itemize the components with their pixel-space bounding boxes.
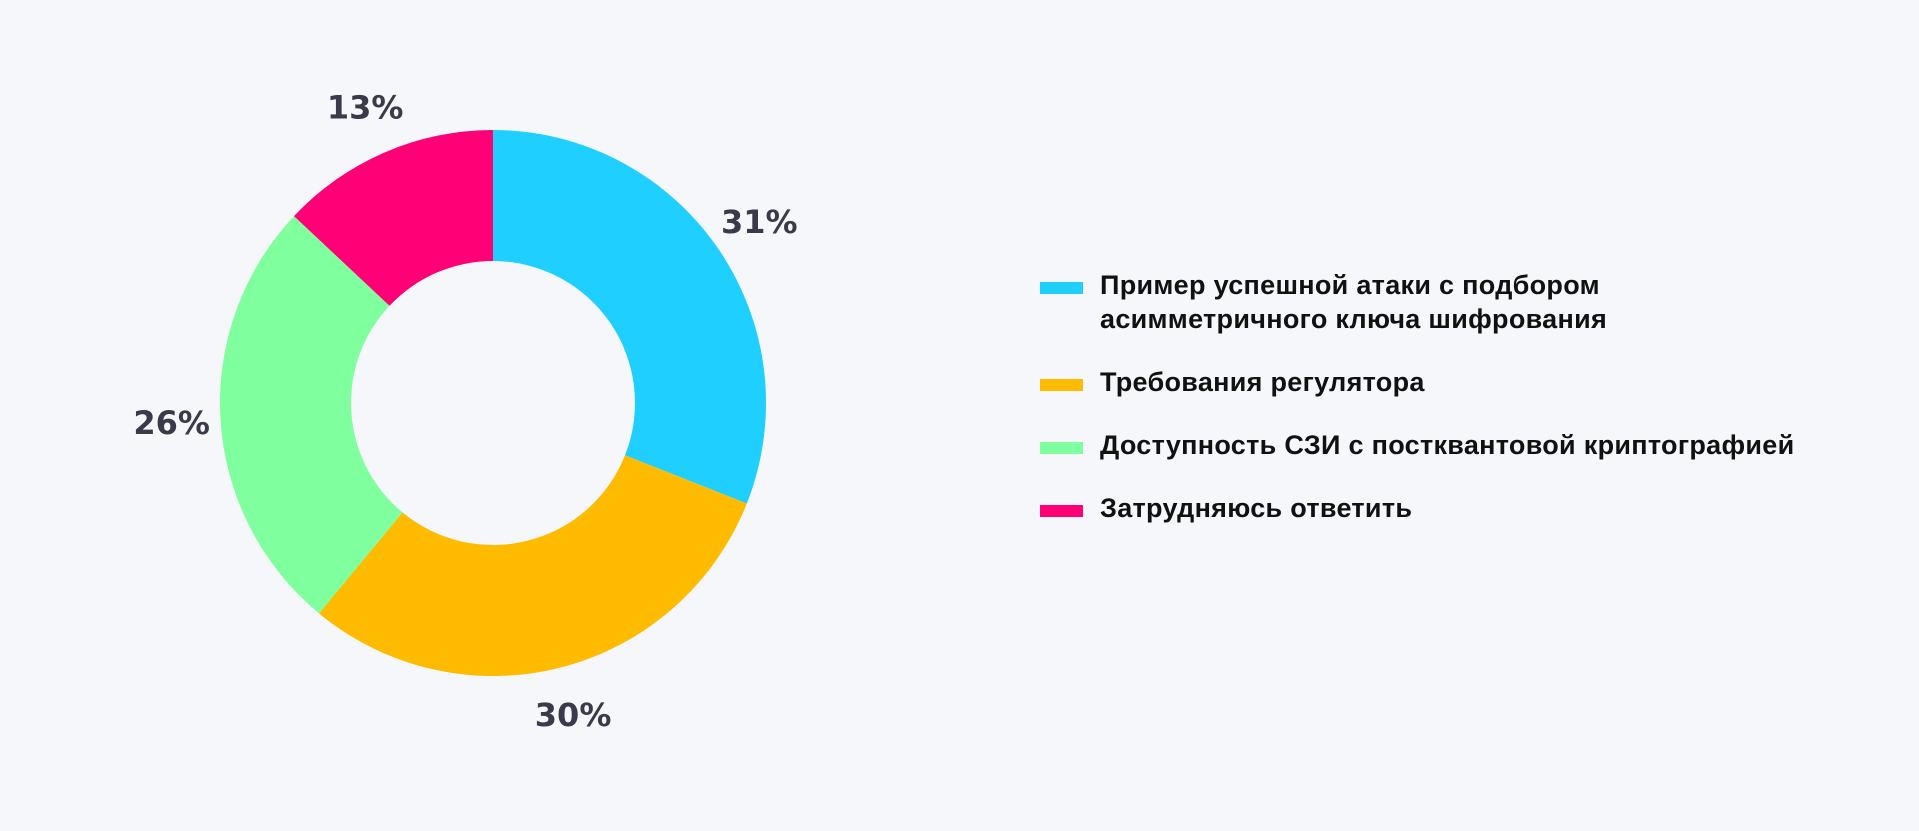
legend-item: Доступность СЗИ с постквантовой криптогр… — [1040, 428, 1900, 462]
legend-label: Затрудняюсь ответить — [1100, 493, 1413, 523]
legend-label: Пример успешной атаки с подбором асиммет… — [1100, 270, 1608, 334]
legend-swatch — [1040, 282, 1083, 294]
legend-swatch — [1040, 379, 1083, 391]
legend-label: Доступность СЗИ с постквантовой криптогр… — [1100, 430, 1795, 460]
donut-slice — [493, 130, 766, 504]
legend-swatch — [1040, 505, 1083, 517]
data-label: 13% — [327, 88, 404, 126]
legend: Пример успешной атаки с подбором асиммет… — [1040, 268, 1900, 554]
legend-swatch — [1040, 442, 1083, 454]
legend-item: Требования регулятора — [1040, 365, 1900, 399]
legend-item: Затрудняюсь ответить — [1040, 491, 1900, 525]
donut-slice — [219, 216, 403, 614]
donut-slice — [293, 130, 493, 306]
data-label: 26% — [133, 404, 210, 442]
legend-label: Требования регулятора — [1100, 367, 1425, 397]
data-label: 31% — [721, 203, 798, 241]
legend-item: Пример успешной атаки с подбором асиммет… — [1040, 268, 1900, 336]
data-label: 30% — [535, 696, 612, 734]
donut-chart: 31% 30% 26% 13% — [133, 88, 798, 734]
donut-slice — [318, 455, 747, 676]
